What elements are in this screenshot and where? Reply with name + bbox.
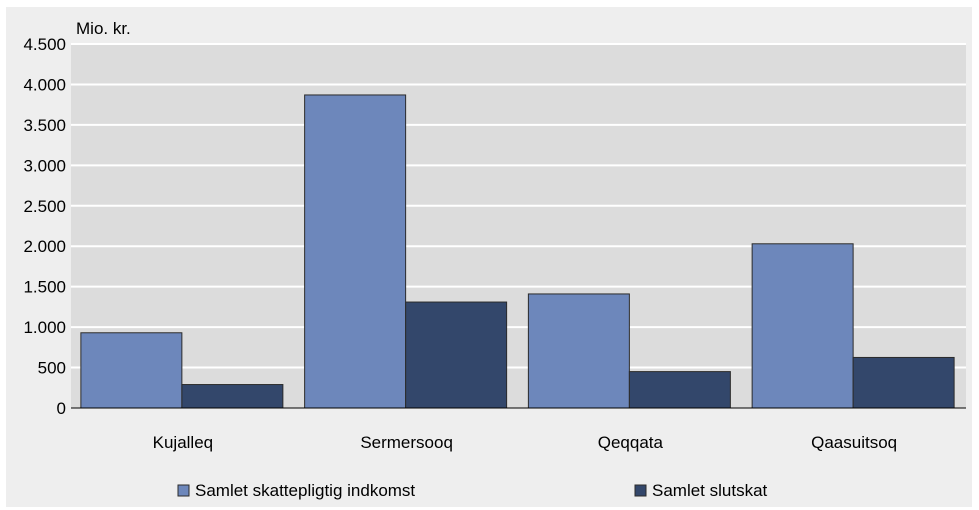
x-axis-labels: Kujalleq Sermersooq Qeqqata Qaasuitsoq (153, 433, 898, 452)
y-tick-label: 4.500 (23, 35, 66, 54)
y-tick-label: 1.500 (23, 278, 66, 297)
bar-qaasuitsoq-series-2 (852, 356, 955, 409)
x-category-label: Qeqqata (598, 433, 664, 452)
y-tick-label: 3.000 (23, 156, 66, 175)
y-tick-label: 1.000 (23, 318, 66, 337)
bar-sermersooq-series-2 (405, 301, 508, 409)
chart-container: 0 500 1.000 1.500 2.000 2.500 3.000 3.500 4.000 4… (6, 7, 972, 507)
x-category-label: Sermersooq (360, 433, 453, 452)
bar-qeqqata-series-1 (527, 293, 630, 409)
legend-entry-label: Samlet slutskat (652, 481, 768, 500)
legend-swatch (177, 484, 190, 497)
legend: Samlet skattepligtig indkomst Samlet slut… (177, 481, 768, 500)
y-unit-label: Mio. kr. (76, 19, 131, 38)
gridlines (71, 43, 966, 369)
bar-qaasuitsoq-series-1 (751, 243, 854, 409)
y-tick-label: 2.500 (23, 197, 66, 216)
legend-swatch (634, 484, 647, 497)
bar-qeqqata-series-2 (628, 371, 731, 409)
y-axis-ticks: 0 500 1.000 1.500 2.000 2.500 3.000 3.500 4.000 4… (23, 35, 66, 418)
bar-kujalleq-series-1 (80, 332, 183, 409)
bar-chart: 0 500 1.000 1.500 2.000 2.500 3.000 3.500 4.000 4… (23, 19, 966, 500)
bar-kujalleq-series-2 (181, 384, 284, 409)
y-tick-label: 4.000 (23, 75, 66, 94)
y-tick-label: 500 (38, 359, 66, 378)
bar-sermersooq-series-1 (304, 94, 407, 409)
bars (80, 94, 955, 409)
x-category-label: Kujalleq (153, 433, 214, 452)
y-tick-label: 0 (57, 399, 66, 418)
y-tick-label: 3.500 (23, 116, 66, 135)
y-tick-label: 2.000 (23, 237, 66, 256)
legend-entry-label: Samlet skattepligtig indkomst (195, 481, 415, 500)
x-category-label: Qaasuitsoq (811, 433, 897, 452)
